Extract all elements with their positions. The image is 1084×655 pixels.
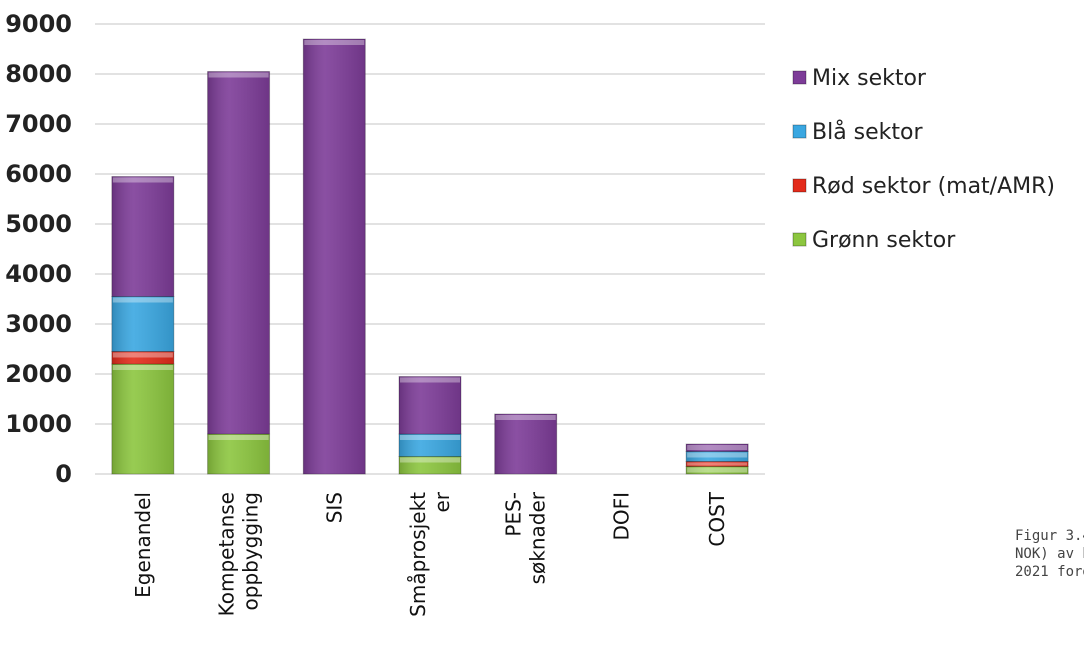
x-tick-label: PES- (502, 492, 526, 537)
bar-segment-shading (686, 466, 749, 474)
bar-segment-shading (686, 451, 749, 462)
y-tick-label: 2000 (5, 360, 72, 388)
legend-label: Rød sektor (mat/AMR) (812, 174, 1055, 199)
x-tick-label: COST (705, 491, 729, 546)
x-tick-label: DOFI (609, 492, 633, 541)
legend-label: Mix sektor (812, 66, 927, 91)
bar-segment-shading (207, 434, 270, 474)
bar-segment-shading (111, 364, 174, 474)
bar-segment-shading (207, 71, 270, 434)
x-tick-label: er (430, 491, 454, 512)
y-tick-label: 6000 (5, 160, 72, 188)
x-axis-ticks: Egenandel Kompetanse oppbygging SIS Småprosj… (131, 491, 729, 617)
bar-segment-highlight (112, 297, 173, 303)
bar-segment-highlight (208, 72, 269, 78)
y-tick-label: 5000 (5, 210, 72, 238)
legend-swatch (792, 232, 807, 247)
legend-swatch (792, 178, 807, 193)
bar-segment-shading (303, 39, 366, 474)
bar-segment-shading (111, 296, 174, 352)
bar-segment-shading (494, 414, 557, 474)
bar-segment-highlight (208, 435, 269, 440)
caption-line: NOK) av basisbe (1015, 546, 1084, 562)
bar-segment-highlight (112, 365, 173, 370)
y-tick-label: 4000 (5, 260, 72, 288)
legend-swatch (792, 70, 807, 85)
y-tick-label: 7000 (5, 110, 72, 138)
x-tick-label: SIS (322, 492, 346, 523)
bar-segment-highlight (687, 462, 748, 466)
y-tick-label: 1000 (5, 410, 72, 438)
y-axis-ticks: 0 1000 2000 3000 4000 5000 6000 7000 8000 9000 (5, 10, 72, 488)
figure-caption: Figur 3.4. Ressur NOK) av basisbe 2021 f… (1015, 527, 1084, 581)
bar-segment-highlight (112, 352, 173, 358)
legend: Mix sektor Blå sektor Rød sektor (mat/AMR)… (792, 66, 1055, 253)
bar-segment-highlight (112, 177, 173, 183)
legend-swatch (792, 124, 807, 139)
bars (111, 38, 749, 475)
bar-segment-highlight (687, 467, 748, 473)
bar-segment-highlight (687, 452, 748, 458)
grid-lines (95, 23, 765, 475)
bar-segment-shading (686, 461, 749, 467)
bar-segment-highlight (304, 40, 365, 45)
x-tick-label: søknader (526, 491, 550, 584)
bar-segment-highlight (400, 435, 460, 440)
bar-segment-highlight (495, 415, 556, 420)
x-tick-label: Kompetanse (215, 492, 239, 616)
caption-line: Figur 3.4. Ressur (1015, 528, 1084, 544)
x-tick-label: Småprosjekt (406, 492, 430, 617)
bar-segment-shading (686, 444, 749, 452)
y-tick-label: 3000 (5, 310, 72, 338)
caption-line: 2021 fordelt per (1015, 564, 1084, 580)
y-tick-label: 8000 (5, 60, 72, 88)
legend-label: Grønn sektor (812, 228, 956, 253)
bar-segment-highlight (400, 377, 460, 383)
x-tick-label: Egenandel (131, 492, 155, 598)
y-tick-label: 0 (55, 460, 72, 488)
bar-segment-highlight (400, 457, 460, 463)
bar-segment-shading (399, 456, 461, 474)
legend-label: Blå sektor (812, 119, 924, 145)
bar-segment-shading (399, 434, 461, 457)
bar-segment-highlight (687, 445, 748, 450)
bar-segment-shading (399, 376, 461, 434)
x-tick-label: oppbygging (239, 492, 263, 610)
y-tick-label: 9000 (5, 10, 72, 38)
bar-segment-shading (111, 351, 174, 364)
bar-segment-shading (111, 176, 174, 297)
